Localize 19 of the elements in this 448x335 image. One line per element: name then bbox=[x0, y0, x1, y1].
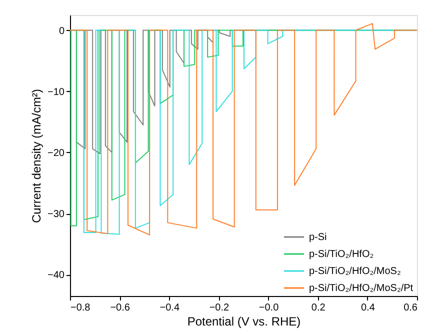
x-axis-title: Potential (V vs. RHE) bbox=[187, 314, 301, 328]
legend-label: p-Si/TiO₂/HfO₂/MoS₂ bbox=[309, 266, 401, 277]
legend-label: p-Si bbox=[309, 232, 327, 243]
x-tick-label: −0.0 bbox=[258, 302, 280, 314]
x-tick-label: 0.4 bbox=[360, 302, 376, 314]
y-tick-label: 0 bbox=[58, 26, 65, 37]
x-tick-label: −0.2 bbox=[209, 302, 230, 314]
x-tick-label: 0.2 bbox=[311, 302, 326, 314]
y-tick-label: −20 bbox=[48, 148, 65, 159]
y-tick-label: −10 bbox=[48, 86, 65, 98]
y-tick-label: −40 bbox=[48, 270, 65, 282]
x-tick-label: 0.6 bbox=[404, 302, 418, 314]
y-tick-label: −30 bbox=[48, 209, 65, 220]
legend-label: p-Si/TiO₂/HfO₂ bbox=[309, 249, 374, 260]
x-tick-label: −0.8 bbox=[70, 302, 91, 314]
y-axis-title: Current density (mA/cm²) bbox=[30, 88, 44, 224]
legend-label: p-Si/TiO₂/HfO₂/MoS₂/Pt bbox=[309, 283, 414, 294]
x-tick-label: −0.4 bbox=[160, 302, 180, 314]
x-tick-label: −0.6 bbox=[110, 302, 130, 314]
